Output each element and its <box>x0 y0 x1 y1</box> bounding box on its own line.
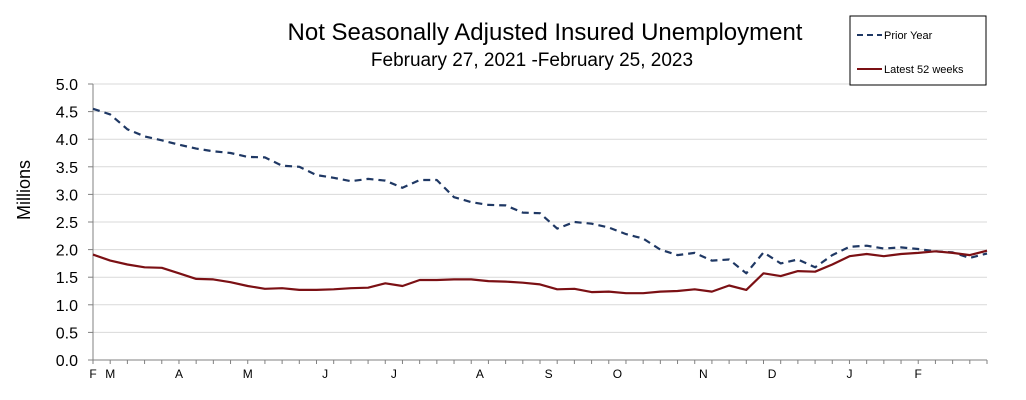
y-tick-label: 2.5 <box>56 215 78 232</box>
x-tick-label: J <box>846 367 852 381</box>
chart-subtitle: February 27, 2021 -February 25, 2023 <box>371 50 693 71</box>
y-tick-label: 3.0 <box>56 187 78 204</box>
y-tick-label: 5.0 <box>56 77 78 94</box>
x-tick-label: O <box>613 367 622 381</box>
x-tick-label: J <box>391 367 397 381</box>
x-tick-label: A <box>476 367 484 381</box>
y-tick-label: 3.5 <box>56 160 78 177</box>
y-tick-label: 4.5 <box>56 105 78 122</box>
legend-label-latest-52-weeks: Latest 52 weeks <box>884 64 964 76</box>
legend-label-prior-year: Prior Year <box>884 30 933 42</box>
y-tick-label: 0.5 <box>56 325 78 342</box>
y-axis-label: Millions <box>14 160 34 220</box>
x-tick-label: F <box>89 367 96 381</box>
series-line-latest-52-weeks <box>92 249 988 295</box>
y-tick-labels: 0.0 0.5 1.0 1.5 2.0 2.5 3.0 3.5 4.0 4.5 5.0 <box>56 77 78 370</box>
grid-lines <box>93 83 987 333</box>
legend-box <box>849 15 987 86</box>
axes <box>88 83 988 364</box>
x-tick-label: S <box>545 367 553 381</box>
x-tick-label: D <box>768 367 777 381</box>
x-tick-label: A <box>175 367 183 381</box>
y-tick-label: 2.0 <box>56 243 78 260</box>
y-tick-label: 0.0 <box>56 353 78 370</box>
y-tick-label: 4.0 <box>56 132 78 149</box>
chart-title: Not Seasonally Adjusted Insured Unemploy… <box>288 19 803 46</box>
x-tick-label: J <box>322 367 328 381</box>
x-tick-label: M <box>243 367 253 381</box>
x-tick-label: F <box>915 367 922 381</box>
x-tick-label: N <box>699 367 708 381</box>
y-tick-label: 1.5 <box>56 270 78 287</box>
y-tick-label: 1.0 <box>56 298 78 315</box>
legend: Prior Year Latest 52 weeks <box>849 15 987 86</box>
series-lines <box>92 107 988 295</box>
series-line-prior-year <box>92 107 988 275</box>
x-tick-label: M <box>105 367 115 381</box>
